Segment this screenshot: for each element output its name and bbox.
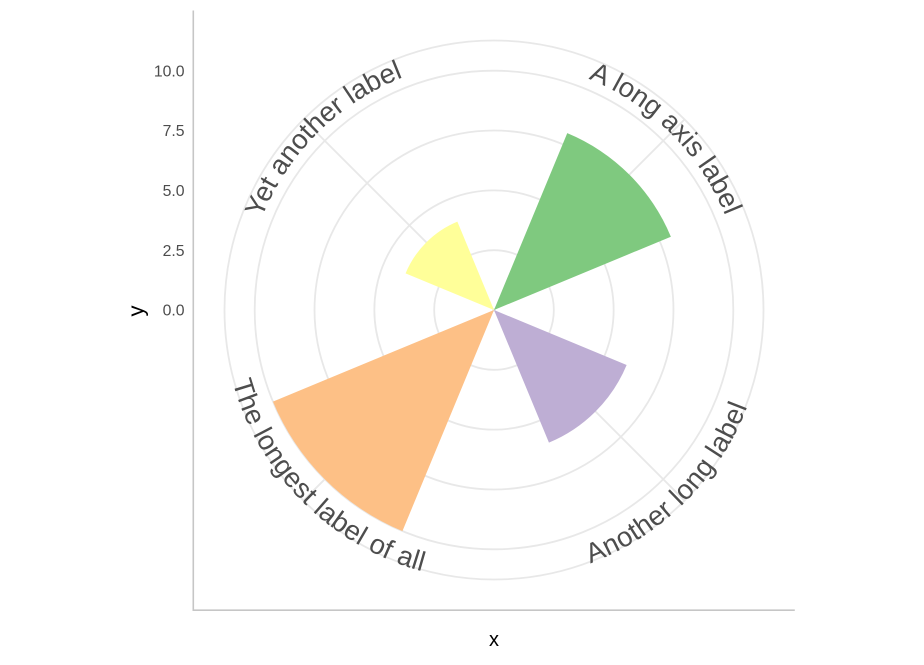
svg-text:x: x <box>489 629 499 651</box>
svg-text:2.5: 2.5 <box>163 243 185 260</box>
svg-text:10.0: 10.0 <box>154 63 185 80</box>
svg-text:7.5: 7.5 <box>163 123 185 140</box>
svg-text:0.0: 0.0 <box>163 303 185 320</box>
svg-text:5.0: 5.0 <box>163 183 185 200</box>
svg-text:y: y <box>123 306 148 317</box>
